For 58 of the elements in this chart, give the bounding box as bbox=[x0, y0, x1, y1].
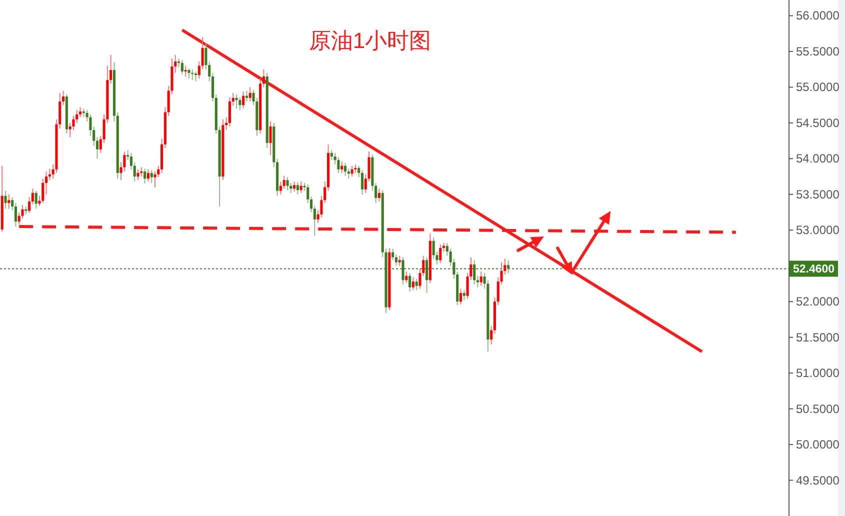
candlestick bbox=[408, 272, 412, 292]
y-tick-label: 56.0000 bbox=[796, 8, 840, 23]
y-tick-label: 53.5000 bbox=[796, 187, 840, 202]
candlestick bbox=[188, 68, 190, 80]
y-tick-label: 54.5000 bbox=[796, 116, 840, 130]
candlestick bbox=[462, 290, 466, 301]
candlestick bbox=[412, 276, 414, 291]
y-tick-label: 52.0000 bbox=[796, 294, 840, 309]
candlestick bbox=[415, 278, 418, 291]
candlestick bbox=[360, 170, 364, 195]
y-tick-label: 51.5000 bbox=[796, 330, 840, 344]
candlestick bbox=[459, 288, 462, 305]
y-tick-label: 54.0000 bbox=[796, 152, 840, 166]
candlestick bbox=[140, 166, 143, 178]
candlestick bbox=[242, 90, 245, 110]
y-tick-label: 49.5000 bbox=[796, 473, 840, 488]
y-tick-label: 55.0000 bbox=[796, 80, 840, 94]
y-tick-label: 50.0000 bbox=[796, 438, 840, 452]
candlestick bbox=[248, 86, 252, 102]
candlestick bbox=[245, 90, 248, 102]
candlestick bbox=[4, 190, 7, 210]
candlestick bbox=[42, 178, 44, 204]
candlestick bbox=[235, 94, 238, 110]
candlestick bbox=[340, 161, 344, 174]
candlestick bbox=[34, 190, 38, 210]
candlestick bbox=[228, 96, 232, 127]
candlestick bbox=[344, 162, 347, 176]
candlestick bbox=[300, 181, 302, 194]
candlestick bbox=[347, 168, 350, 180]
candlestick bbox=[238, 96, 242, 111]
ref-line-label: 52.4600 bbox=[793, 264, 835, 276]
y-tick-label: 55.5000 bbox=[796, 44, 840, 58]
candlestick bbox=[180, 60, 184, 75]
candlestick bbox=[293, 181, 296, 192]
candlestick bbox=[194, 70, 198, 82]
candlestick bbox=[350, 165, 354, 178]
candlestick bbox=[337, 156, 340, 174]
candlestick bbox=[144, 168, 146, 184]
candlestick bbox=[146, 168, 150, 182]
candlestick bbox=[398, 255, 401, 266]
candlestick bbox=[286, 176, 289, 191]
candlestick bbox=[378, 188, 380, 202]
text: 原油1小时图 bbox=[308, 28, 432, 53]
candlestick bbox=[8, 194, 10, 210]
candlestick bbox=[330, 150, 333, 161]
candlestick bbox=[150, 170, 153, 184]
y-tick-label: 50.5000 bbox=[796, 402, 840, 416]
candlestick bbox=[136, 168, 140, 181]
candlestick bbox=[282, 175, 286, 190]
candlestick bbox=[269, 120, 272, 156]
y-tick-label: 53.0000 bbox=[796, 223, 840, 238]
candlestick bbox=[184, 65, 187, 77]
candlestick bbox=[191, 68, 194, 81]
candlestick bbox=[439, 244, 442, 264]
candlestick bbox=[480, 271, 482, 286]
candlestick bbox=[405, 271, 408, 284]
candlestick bbox=[296, 182, 299, 195]
y-tick-label: 51.0000 bbox=[796, 366, 840, 380]
